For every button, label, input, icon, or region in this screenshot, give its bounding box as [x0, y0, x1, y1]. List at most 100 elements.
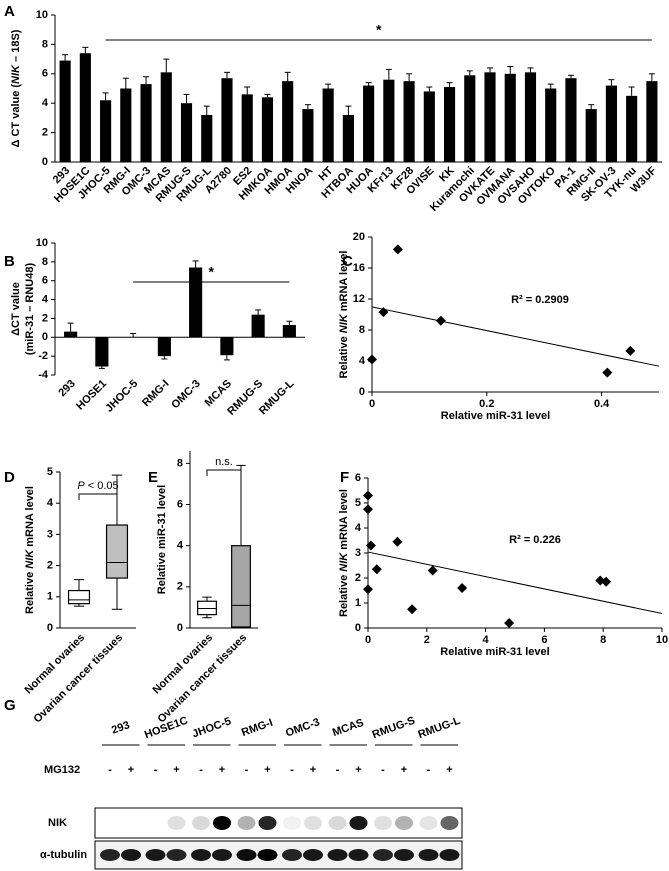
treatment-sign: -	[336, 764, 340, 776]
panel-letter: C	[342, 253, 353, 270]
tubulin-band	[100, 849, 120, 861]
treatment-sign: +	[355, 764, 361, 776]
y-axis-label: ΔCT value	[10, 282, 22, 336]
treatment-sign: -	[245, 764, 249, 776]
point	[392, 244, 403, 255]
y-axis-label: (miR-31 – RNU48)	[24, 263, 36, 356]
y-tick-label: 1	[47, 591, 53, 603]
tubulin-band	[439, 849, 460, 861]
bar	[241, 94, 253, 162]
x-tick-label: 293	[56, 378, 77, 399]
x-tick-label: JHOC-5	[103, 378, 140, 415]
x-tick-label: 0	[369, 398, 375, 410]
bar	[95, 337, 109, 367]
y-tick-label: 2	[47, 560, 53, 572]
y-tick-label: 8	[177, 457, 183, 469]
bar	[565, 78, 577, 162]
panel-letter: F	[340, 469, 349, 486]
treatment-sign: -	[290, 764, 294, 776]
tubulin-band	[394, 849, 414, 861]
point	[457, 583, 468, 593]
bar	[180, 103, 193, 162]
y-axis-label: Relative NIK mRNA level	[24, 486, 36, 614]
trendline	[371, 306, 660, 367]
nik-band	[328, 816, 347, 830]
point	[602, 367, 613, 378]
treatment-sign: +	[128, 764, 134, 776]
tubulin-band	[348, 849, 369, 861]
y-tick-label: 6	[42, 68, 48, 80]
r-squared: R² = 0.2909	[511, 294, 569, 306]
point	[601, 576, 612, 587]
point	[625, 345, 636, 356]
y-tick-label: 8	[359, 324, 365, 336]
y-tick-label: 4	[42, 293, 49, 305]
x-tick-label: 6	[541, 634, 547, 646]
y-tick-label: 10	[36, 237, 48, 249]
x-tick-label: OMC-3	[169, 378, 203, 412]
tubulin-band	[145, 849, 166, 861]
y-tick-label: 1	[355, 597, 361, 609]
y-tick-label: 5	[355, 497, 361, 509]
bar	[282, 325, 296, 338]
box	[105, 524, 129, 579]
y-tick-label: 4	[177, 540, 184, 552]
x-tick-label: 0.2	[479, 398, 494, 410]
y-tick-label: 3	[47, 528, 53, 540]
y-tick-label: 0	[359, 386, 365, 398]
bar	[160, 72, 172, 162]
bar	[322, 88, 334, 162]
bar	[189, 267, 203, 338]
y-tick-label: 4	[47, 497, 54, 509]
nik-band	[283, 816, 301, 830]
tubulin-band	[282, 849, 302, 861]
treatment-sign: -	[199, 764, 203, 776]
bracket	[78, 493, 118, 500]
bar	[585, 109, 597, 162]
bar	[59, 60, 71, 162]
y-axis-label: Relative NIK mRNA level	[338, 251, 350, 379]
row-label: NIK	[48, 817, 67, 829]
y-tick-label: 4	[359, 355, 366, 367]
bar	[100, 100, 112, 162]
nik-band	[419, 816, 438, 830]
point	[363, 504, 373, 515]
tubulin-band	[257, 849, 278, 861]
bar	[443, 87, 456, 162]
point	[407, 604, 418, 615]
nik-band	[374, 816, 392, 830]
y-tick-label: 2	[177, 581, 183, 593]
treatment-sign: -	[427, 764, 431, 776]
nik-band	[440, 816, 459, 830]
bar	[120, 88, 132, 162]
tubulin-band	[418, 849, 439, 861]
x-tick-label: 8	[600, 634, 606, 646]
point	[365, 540, 376, 551]
y-tick-label: 6	[177, 498, 183, 510]
bar	[626, 95, 638, 162]
panel-letter: G	[4, 697, 16, 714]
nik-band	[237, 816, 256, 830]
x-tick-label: 0	[365, 634, 371, 646]
nik-band	[349, 816, 368, 830]
bar	[363, 85, 375, 162]
y-tick-label: 0	[42, 331, 48, 343]
bar	[79, 53, 91, 162]
nik-band	[304, 816, 322, 830]
x-tick-label: 4	[483, 634, 490, 646]
bar	[221, 78, 233, 162]
y-tick-label: 0	[42, 156, 48, 168]
trendline	[367, 551, 663, 614]
x-axis-label: Relative miR-31 level	[440, 646, 549, 658]
x-tick-label: RMG-I	[140, 378, 171, 409]
bar	[140, 84, 152, 162]
treatment-sign: -	[108, 764, 112, 776]
bar	[261, 97, 274, 162]
significance-label: n.s.	[215, 456, 233, 468]
point	[504, 618, 515, 628]
y-tick-label: 4	[355, 522, 362, 534]
y-tick-label: 2	[355, 572, 361, 584]
y-tick-label: 10	[36, 9, 48, 21]
y-axis-label: Relative NIK mRNA level	[338, 489, 350, 617]
